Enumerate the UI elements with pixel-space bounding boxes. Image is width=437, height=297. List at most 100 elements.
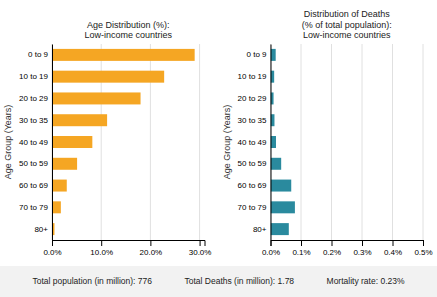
x-tick: 0.5% xyxy=(414,240,432,257)
y-tick: 0 to 9 xyxy=(246,50,267,59)
grid-line xyxy=(301,44,302,240)
x-tick-mark xyxy=(52,240,53,246)
y-tick: 30 to 35 xyxy=(238,116,267,125)
bar xyxy=(52,92,141,104)
bar xyxy=(52,49,195,61)
footer-note: Mortality rate: 0.23% xyxy=(327,276,405,286)
x-tick-mark xyxy=(362,240,363,246)
panel: 0.0% 10.0% 20.0% 30.0% 0 to 9 10 to 19 20 to 2… xyxy=(3,20,211,257)
x-axis: 0.0% 10.0% 20.0% 30.0% xyxy=(43,240,211,257)
grid-line xyxy=(270,44,271,240)
y-tick-label: 60 to 69 xyxy=(238,181,267,190)
x-tick: 10.0% xyxy=(90,240,113,257)
grid-line xyxy=(199,44,200,240)
y-tick-label: 40 to 49 xyxy=(19,138,48,147)
x-tick-label: 0.0% xyxy=(43,248,61,257)
footer-note: Total population (in million): 776 xyxy=(32,276,152,286)
grid-line xyxy=(362,44,363,240)
x-tick: 30.0% xyxy=(189,240,212,257)
x-axis-line xyxy=(53,241,206,247)
bar xyxy=(271,158,282,170)
bar xyxy=(271,180,292,192)
y-tick: 40 to 49 xyxy=(19,138,48,147)
y-tick-label: 30 to 35 xyxy=(238,116,267,125)
y-tick-label: 20 to 29 xyxy=(19,94,48,103)
chart-title: Distribution of Deaths(% of total popula… xyxy=(302,9,392,40)
y-tick: 0 to 9 xyxy=(28,50,49,59)
grid-line xyxy=(423,44,424,240)
y-tick-label: 70 to 79 xyxy=(238,203,267,212)
footer-band xyxy=(0,266,437,297)
y-tick: 40 to 49 xyxy=(238,138,267,147)
x-tick-label: 0.1% xyxy=(292,248,310,257)
y-tick: 10 to 19 xyxy=(19,72,48,81)
bar xyxy=(271,201,295,213)
y-axis: 0 to 9 10 to 19 20 to 29 30 to 35 40 to 49 50… xyxy=(238,45,271,241)
grid-line xyxy=(392,44,393,240)
x-tick-mark xyxy=(423,240,424,246)
x-tick: 20.0% xyxy=(140,240,163,257)
y-tick: 20 to 29 xyxy=(238,94,267,103)
x-tick-mark xyxy=(271,240,272,246)
y-tick-label: 20 to 29 xyxy=(238,94,267,103)
y-tick: 50 to 59 xyxy=(238,159,267,168)
y-tick-label: 10 to 19 xyxy=(19,72,48,81)
grid xyxy=(52,44,200,240)
bar xyxy=(271,223,289,235)
y-tick: 30 to 35 xyxy=(19,116,48,125)
x-tick-mark xyxy=(393,240,394,246)
x-tick-label: 0.0% xyxy=(262,248,280,257)
panel: 0.0% 0.1% 0.2% 0.3% 0.4% 0.5% 0 to 9 10 to 19 20… xyxy=(222,9,433,257)
bar xyxy=(52,180,67,192)
y-tick-label: 80+ xyxy=(253,225,267,234)
y-axis-line xyxy=(52,45,53,241)
bars xyxy=(271,49,295,235)
y-tick: 60 to 69 xyxy=(238,181,267,190)
x-tick: 0.4% xyxy=(384,240,402,257)
y-axis: 0 to 9 10 to 19 20 to 29 30 to 35 40 to 49 50… xyxy=(19,45,52,241)
x-tick-label: 0.4% xyxy=(384,248,402,257)
y-tick: 60 to 69 xyxy=(19,181,48,190)
y-tick-label: 0 to 9 xyxy=(28,50,49,59)
bar xyxy=(52,136,92,148)
x-tick-mark xyxy=(200,240,201,246)
x-axis: 0.0% 0.1% 0.2% 0.3% 0.4% 0.5% xyxy=(262,240,433,257)
y-tick-label: 50 to 59 xyxy=(19,159,48,168)
bar xyxy=(52,158,77,170)
footer-note: Total Deaths (in million): 1.78 xyxy=(184,276,294,286)
x-tick: 0.1% xyxy=(292,240,310,257)
y-tick-label: 10 to 19 xyxy=(238,72,267,81)
x-tick-label: 0.3% xyxy=(353,248,371,257)
y-tick-label: 50 to 59 xyxy=(238,159,267,168)
chart-canvas: 0.0% 10.0% 20.0% 30.0% 0 to 9 10 to 19 20 to 2… xyxy=(0,0,437,297)
grid-line xyxy=(52,44,53,240)
x-tick-label: 20.0% xyxy=(140,248,163,257)
y-tick: 20 to 29 xyxy=(19,94,48,103)
x-tick-label: 0.2% xyxy=(323,248,341,257)
y-tick: 50 to 59 xyxy=(19,159,48,168)
y-tick-label: 40 to 49 xyxy=(238,138,267,147)
y-tick-label: 70 to 79 xyxy=(19,203,48,212)
x-tick-label: 0.5% xyxy=(414,248,432,257)
y-tick-label: 0 to 9 xyxy=(246,50,267,59)
y-tick: 70 to 79 xyxy=(238,203,267,212)
x-tick-mark xyxy=(101,240,102,246)
y-tick: 70 to 79 xyxy=(19,203,48,212)
grid-line xyxy=(331,44,332,240)
y-tick: 80+ xyxy=(253,225,267,234)
y-tick-label: 30 to 35 xyxy=(19,116,48,125)
x-tick: 0.0% xyxy=(262,240,280,257)
y-axis-title: Age Group (Years) xyxy=(3,105,13,180)
bar xyxy=(52,114,107,126)
x-tick-mark xyxy=(332,240,333,246)
bars xyxy=(52,49,195,235)
x-tick-label: 10.0% xyxy=(90,248,113,257)
bar xyxy=(52,201,61,213)
x-tick: 0.2% xyxy=(323,240,341,257)
y-axis-line xyxy=(271,45,272,241)
y-tick: 10 to 19 xyxy=(238,72,267,81)
x-tick: 0.0% xyxy=(43,240,61,257)
y-tick: 80+ xyxy=(34,225,48,234)
bar xyxy=(52,71,164,83)
x-tick-mark xyxy=(150,240,151,246)
